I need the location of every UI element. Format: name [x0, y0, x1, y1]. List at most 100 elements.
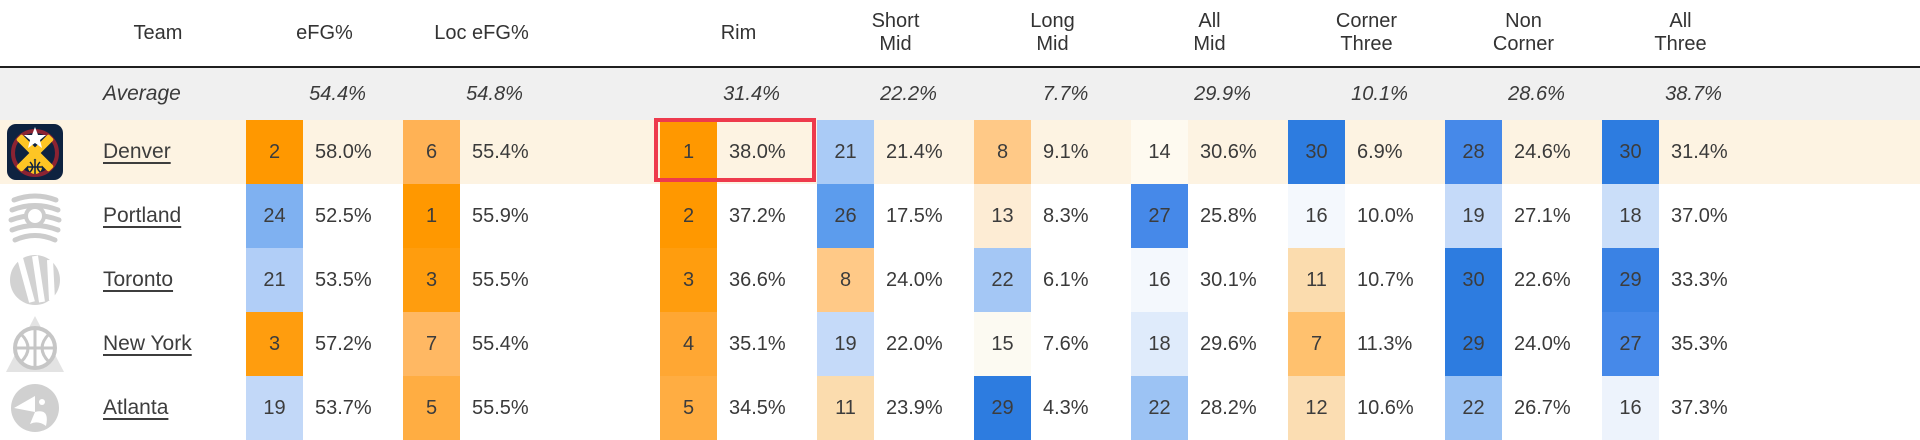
rank-cell-loc_efg: 7	[403, 312, 460, 376]
row-gap	[560, 376, 660, 440]
rank-cell-long_mid: 8	[974, 120, 1031, 184]
team-link[interactable]: Portland	[103, 204, 182, 227]
stat-value-efg: 52.5%	[315, 204, 372, 227]
column-header-all_three: All Three	[1654, 10, 1707, 55]
team-link[interactable]: Atlanta	[103, 396, 169, 419]
rank-cell-corner_three: 30	[1288, 120, 1345, 184]
team-row-denver: Denver 2 58.0% 6 55.4% 1 38.0% 21 21.4% 8 9.1% 14 30…	[0, 118, 1920, 184]
rank-cell-short_mid: 26	[817, 184, 874, 248]
rank-cell-efg: 19	[246, 376, 303, 440]
rank-cell-long_mid: 15	[974, 312, 1031, 376]
average-value: 54.8%	[466, 82, 523, 105]
stat-value-rim: 35.1%	[729, 332, 786, 355]
rank-cell-all_three: 27	[1602, 312, 1659, 376]
rank-cell-loc_efg: 5	[403, 376, 460, 440]
stat-value-corner_three: 6.9%	[1357, 140, 1403, 163]
rank-cell-all_mid: 22	[1131, 376, 1188, 440]
rank-cell-long_mid: 29	[974, 376, 1031, 440]
rank-cell-loc_efg: 6	[403, 120, 460, 184]
stat-value-rim: 34.5%	[729, 396, 786, 419]
average-value: 31.4%	[723, 82, 780, 105]
team-link[interactable]: Denver	[103, 140, 171, 163]
stat-value-rim: 37.2%	[729, 204, 786, 227]
team-link[interactable]: New York	[103, 332, 192, 355]
stat-value-corner_three: 11.3%	[1357, 332, 1413, 355]
rank-cell-all_mid: 27	[1131, 184, 1188, 248]
stat-value-efg: 53.7%	[315, 396, 372, 419]
team-link[interactable]: Toronto	[103, 268, 174, 291]
team-row-portland: Portland 24 52.5% 1 55.9% 2 37.2% 26 17.5% 13 8.3%…	[0, 184, 1920, 248]
rank-cell-short_mid: 8	[817, 248, 874, 312]
average-row: Average 54.4% 54.8% 31.4% 22.2% 7.7% 29.9% 10.1…	[0, 68, 1920, 120]
stat-value-loc_efg: 55.5%	[472, 396, 529, 419]
rank-cell-corner_three: 7	[1288, 312, 1345, 376]
stat-value-short_mid: 21.4%	[886, 140, 943, 163]
column-header-team: Team	[133, 21, 183, 44]
column-header-corner_three: Corner Three	[1335, 10, 1398, 55]
stat-value-corner_three: 10.7%	[1357, 268, 1414, 291]
stat-value-short_mid: 23.9%	[886, 396, 943, 419]
rank-cell-all_three: 16	[1602, 376, 1659, 440]
rank-cell-all_three: 18	[1602, 184, 1659, 248]
stat-value-long_mid: 7.6%	[1043, 332, 1089, 355]
atlanta-hawks-logo	[0, 376, 70, 440]
new-york-knicks-logo	[0, 312, 70, 376]
rank-cell-all_mid: 18	[1131, 312, 1188, 376]
team-name-cell: Atlanta	[70, 376, 246, 440]
row-gap	[560, 248, 660, 312]
logo-column-header	[0, 0, 70, 66]
team-name-cell: New York	[70, 312, 246, 376]
rank-cell-loc_efg: 1	[403, 184, 460, 248]
table-header: Team eFG% Loc eFG% Rim Short Mid Long Mid All …	[0, 0, 1920, 68]
team-row-toronto: Toronto 21 53.5% 3 55.5% 3 36.6% 8 24.0% 22 6.1% 16…	[0, 248, 1920, 312]
stat-value-loc_efg: 55.9%	[472, 204, 529, 227]
average-value: 10.1%	[1351, 82, 1408, 105]
rank-cell-short_mid: 11	[817, 376, 874, 440]
stat-value-loc_efg: 55.4%	[472, 332, 529, 355]
rank-cell-efg: 21	[246, 248, 303, 312]
stat-value-corner_three: 10.6%	[1357, 396, 1414, 419]
stat-value-non_corner: 24.0%	[1514, 332, 1571, 355]
header-gap	[560, 0, 660, 66]
average-value: 29.9%	[1194, 82, 1251, 105]
denver-nuggets-logo	[0, 120, 70, 184]
stat-value-loc_efg: 55.5%	[472, 268, 529, 291]
rank-cell-long_mid: 13	[974, 184, 1031, 248]
rank-cell-all_three: 29	[1602, 248, 1659, 312]
rank-cell-short_mid: 21	[817, 120, 874, 184]
rank-cell-efg: 24	[246, 184, 303, 248]
stat-value-loc_efg: 55.4%	[472, 140, 529, 163]
stat-value-all_three: 31.4%	[1671, 140, 1728, 163]
stat-value-non_corner: 26.7%	[1514, 396, 1571, 419]
stat-value-all_mid: 29.6%	[1200, 332, 1257, 355]
rank-cell-short_mid: 19	[817, 312, 874, 376]
column-header-efg: eFG%	[296, 21, 353, 44]
rank-cell-non_corner: 19	[1445, 184, 1502, 248]
rank-cell-corner_three: 16	[1288, 184, 1345, 248]
stat-value-non_corner: 22.6%	[1514, 268, 1571, 291]
average-value: 7.7%	[1042, 82, 1089, 105]
stat-value-short_mid: 22.0%	[886, 332, 943, 355]
team-row-atlanta: Atlanta 19 53.7% 5 55.5% 5 34.5% 11 23.9% 29 4.3% 2…	[0, 376, 1920, 440]
rank-cell-rim: 2	[660, 184, 717, 248]
stat-value-all_mid: 28.2%	[1200, 396, 1257, 419]
rank-cell-long_mid: 22	[974, 248, 1031, 312]
stat-value-efg: 57.2%	[315, 332, 372, 355]
average-gap	[560, 68, 660, 120]
stat-value-all_mid: 30.1%	[1200, 268, 1257, 291]
team-row-new-york: New York 3 57.2% 7 55.4% 4 35.1% 19 22.0% 15 7.6% 1…	[0, 312, 1920, 376]
average-label: Average	[103, 82, 181, 105]
rank-cell-efg: 2	[246, 120, 303, 184]
column-header-loc_efg: Loc eFG%	[434, 21, 529, 44]
stat-value-long_mid: 6.1%	[1043, 268, 1089, 291]
average-value: 54.4%	[309, 82, 366, 105]
stat-value-all_three: 37.0%	[1671, 204, 1728, 227]
rank-cell-rim: 5	[660, 376, 717, 440]
rank-cell-loc_efg: 3	[403, 248, 460, 312]
rank-cell-non_corner: 29	[1445, 312, 1502, 376]
rank-cell-non_corner: 30	[1445, 248, 1502, 312]
stat-value-short_mid: 24.0%	[886, 268, 943, 291]
stat-value-long_mid: 8.3%	[1043, 204, 1089, 227]
row-gap	[560, 312, 660, 376]
